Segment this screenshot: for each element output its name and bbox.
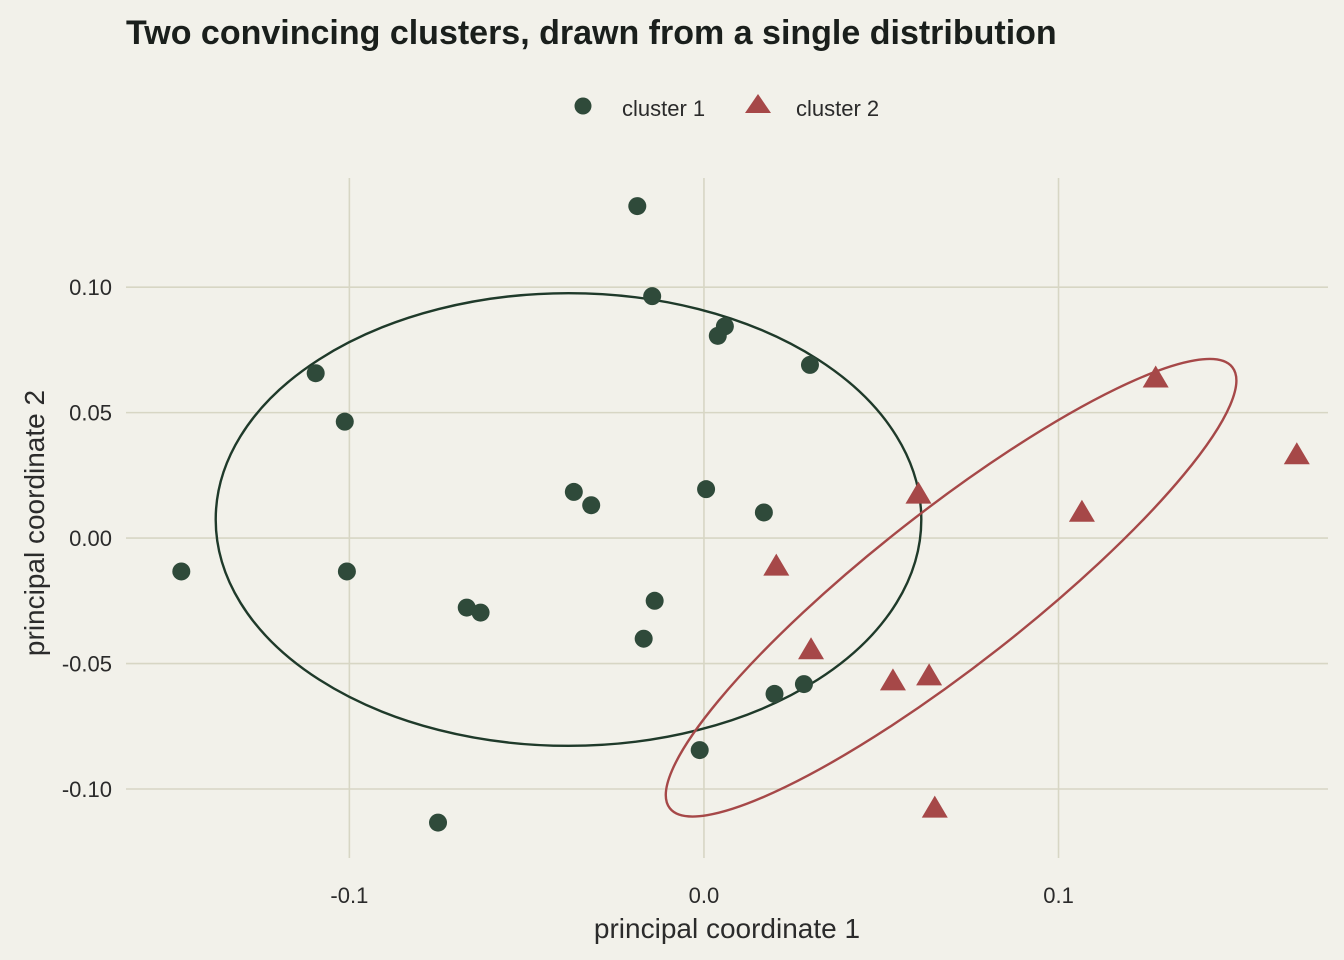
y-tick-label: -0.05: [62, 652, 112, 677]
ellipse-cluster-2: [664, 357, 1238, 818]
point-cluster-1: [564, 482, 583, 501]
legend-marker-cluster-1: [574, 97, 592, 115]
point-cluster-1: [582, 496, 601, 515]
point-cluster-1: [471, 603, 490, 622]
ellipse-cluster-1: [214, 291, 923, 748]
point-cluster-1: [337, 562, 356, 581]
point-cluster-1: [690, 741, 709, 760]
legend-label-cluster-2: cluster 2: [796, 96, 879, 121]
data-points: [172, 197, 1310, 832]
point-cluster-2: [916, 663, 943, 686]
point-cluster-1: [754, 503, 773, 522]
chart-title: Two convincing clusters, drawn from a si…: [126, 14, 1057, 52]
point-cluster-1: [172, 562, 191, 581]
grid: [126, 178, 1328, 858]
point-cluster-1: [645, 591, 664, 610]
point-cluster-2: [1142, 365, 1169, 388]
point-cluster-2: [905, 481, 932, 504]
y-axis-label: principal coordinate 2: [19, 390, 50, 656]
point-cluster-1: [306, 364, 325, 383]
legend-label-cluster-1: cluster 1: [622, 96, 705, 121]
y-tick-label: 0.10: [69, 275, 112, 300]
x-axis-label: principal coordinate 1: [594, 913, 860, 944]
point-cluster-1: [643, 287, 662, 306]
point-cluster-2: [921, 795, 948, 818]
point-cluster-2: [798, 637, 825, 660]
point-cluster-1: [708, 326, 727, 345]
x-tick-label: -0.1: [330, 883, 368, 908]
y-tick-label: 0.00: [69, 526, 112, 551]
point-cluster-1: [457, 598, 476, 617]
point-cluster-1: [335, 412, 354, 431]
point-cluster-1: [794, 675, 813, 694]
tick-labels: -0.1 0.0 0.1 -0.10 -0.05 0.00 0.05 0.10: [62, 275, 1074, 908]
point-cluster-1: [765, 684, 784, 703]
point-cluster-1: [634, 629, 653, 648]
y-tick-label: 0.05: [69, 401, 112, 426]
y-tick-label: -0.10: [62, 777, 112, 802]
x-tick-label: 0.0: [689, 883, 720, 908]
legend-marker-cluster-2: [745, 94, 771, 113]
point-cluster-2: [879, 668, 906, 691]
point-cluster-2: [1283, 442, 1310, 465]
point-cluster-1: [697, 480, 716, 499]
point-cluster-1: [429, 813, 448, 832]
legend: cluster 1 cluster 2: [574, 94, 879, 121]
point-cluster-1: [800, 355, 819, 374]
confidence-ellipses: [214, 291, 1238, 818]
point-cluster-2: [1068, 499, 1095, 522]
point-cluster-1: [628, 197, 647, 216]
point-cluster-2: [763, 553, 790, 576]
x-tick-label: 0.1: [1043, 883, 1074, 908]
